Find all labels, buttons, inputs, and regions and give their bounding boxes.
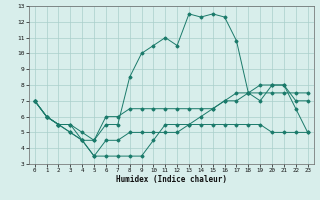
X-axis label: Humidex (Indice chaleur): Humidex (Indice chaleur) — [116, 175, 227, 184]
